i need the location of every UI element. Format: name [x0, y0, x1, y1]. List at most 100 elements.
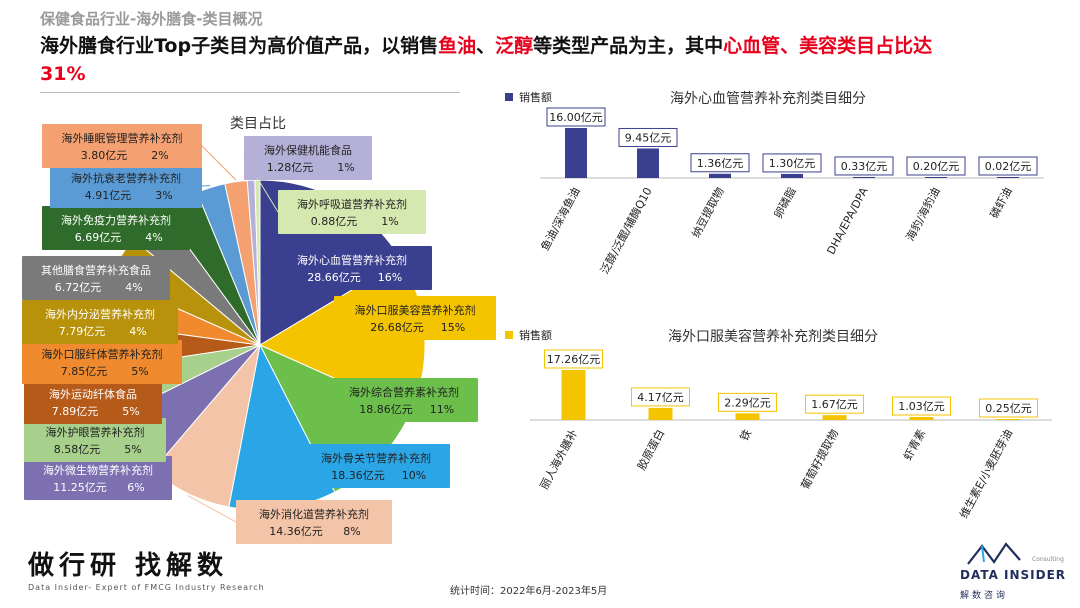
- headline-divider: [40, 92, 460, 93]
- pie-callout: 海外口服美容营养补充剂 26.68亿元 15%: [333, 296, 496, 340]
- bar-value-label: 1.03亿元: [898, 400, 945, 413]
- bar: [909, 417, 934, 420]
- slice-percent: 5%: [124, 443, 141, 456]
- bar-value-label: 0.20亿元: [913, 160, 960, 173]
- logo-subtitle: Consulting: [1032, 556, 1064, 563]
- callout-box: [24, 418, 166, 462]
- slice-label: 海外骨关节营养补充剂: [321, 451, 431, 465]
- headline-text: 等类型产品为主，其中: [533, 35, 724, 57]
- bar-value-box: [718, 392, 777, 412]
- slice-label: 海外保健机能食品: [264, 143, 352, 157]
- pie-callout: 海外消化道营养补充剂 14.36亿元 8%: [187, 495, 392, 544]
- slice-percent: 1%: [381, 215, 398, 228]
- stat-period-note: 统计时间：2022年6月-2023年5月: [450, 586, 608, 597]
- slice-label: 海外综合营养素补充剂: [349, 385, 459, 399]
- slice-value: 0.88亿元: [311, 215, 358, 228]
- callout-leader: [187, 495, 237, 523]
- callout-box: [24, 456, 172, 500]
- bar-value-label: 2.29亿元: [724, 396, 771, 409]
- bar-value-box: [762, 153, 822, 173]
- slice-label: 海外心血管营养补充剂: [297, 253, 407, 267]
- slice-percent: 8%: [343, 525, 360, 538]
- bar-value-box: [834, 156, 894, 176]
- pie-title: 类目占比: [230, 116, 286, 132]
- pie-callout: 海外微生物营养补充剂 11.25亿元 6%: [24, 447, 173, 500]
- slice-label: 海外免疫力营养补充剂: [61, 213, 171, 227]
- slice-label: 海外消化道营养补充剂: [259, 507, 369, 521]
- x-tick-label: 泛醇/泛醌/辅酶Q10: [597, 185, 654, 276]
- slice-percent: 5%: [131, 365, 148, 378]
- headline-text: 、: [476, 35, 496, 57]
- pie-callout: 海外免疫力营养补充剂 6.69亿元 4%: [42, 199, 191, 250]
- bar-value-box: [631, 387, 690, 407]
- legend-label: 销售额: [519, 328, 552, 342]
- bar-value-label: 16.00亿元: [549, 111, 603, 124]
- slice-percent: 2%: [151, 149, 168, 162]
- bar-value-label: 1.30亿元: [769, 157, 816, 170]
- breadcrumb: 保健食品行业-海外膳食-类目概况: [40, 10, 263, 28]
- bar-value-label: 0.33亿元: [841, 160, 888, 173]
- bar: [565, 128, 587, 178]
- slice-label: 海外运动纤体食品: [49, 387, 137, 401]
- bar-value-label: 1.67亿元: [811, 398, 858, 411]
- bar-value-label: 4.17亿元: [637, 391, 684, 404]
- slice-percent: 1%: [337, 161, 354, 174]
- callout-box: [236, 500, 392, 544]
- slice-value: 7.79亿元: [59, 325, 106, 338]
- callout-box: [272, 246, 432, 290]
- pie-callout: 海外睡眠管理营养补充剂 3.80亿元 2%: [42, 124, 237, 181]
- slice-percent: 5%: [122, 405, 139, 418]
- pie-callout: 海外综合营养素补充剂 18.86亿元 11%: [329, 378, 478, 461]
- slice-label: 海外睡眠管理营养补充剂: [62, 131, 183, 145]
- headline-text: 海外膳食行业Top子类目为高价值产品，以销售: [40, 35, 439, 57]
- slice-percent: 16%: [378, 271, 402, 284]
- page-headline: 海外膳食行业Top子类目为高价值产品，以销售鱼油、泛醇等类型产品为主，其中心血管…: [40, 32, 940, 88]
- pie-callout: 海外抗衰老营养补充剂 4.91亿元 3%: [50, 164, 211, 208]
- x-tick-label: 铁: [738, 427, 755, 443]
- x-tick-label: 虾青素: [901, 427, 928, 462]
- slice-value: 7.85亿元: [61, 365, 108, 378]
- slice-value: 14.36亿元: [269, 525, 323, 538]
- callout-box: [42, 124, 202, 168]
- callout-box: [22, 300, 178, 344]
- callout-box: [42, 206, 190, 250]
- slice-percent: 4%: [145, 231, 162, 244]
- callout-box: [50, 164, 202, 208]
- bar-value-box: [544, 349, 603, 369]
- pie-callout: 海外口服纤体营养补充剂 7.85亿元 5%: [22, 299, 183, 384]
- legend-label: 销售额: [519, 90, 552, 104]
- headline-highlight: 泛醇: [495, 35, 534, 57]
- callout-leader: [256, 177, 279, 213]
- pie-callout: 海外心血管营养补充剂 28.66亿元 16%: [271, 199, 432, 290]
- headline-highlight: 心血管、美容类目占比达31%: [40, 35, 933, 85]
- slice-percent: 4%: [129, 325, 146, 338]
- slice-label: 海外微生物营养补充剂: [43, 463, 153, 477]
- bar: [648, 407, 673, 420]
- bar-value-box: [618, 127, 678, 147]
- slice-value: 28.66亿元: [307, 271, 361, 284]
- bar-value-label: 0.25亿元: [985, 402, 1032, 415]
- bar: [735, 413, 760, 420]
- callout-box: [278, 190, 426, 234]
- bar-value-label: 1.36亿元: [697, 157, 744, 170]
- slice-label: 海外呼吸道营养补充剂: [297, 197, 407, 211]
- bar: [925, 177, 947, 178]
- slice-percent: 15%: [441, 321, 465, 334]
- slice-label: 海外抗衰老营养补充剂: [71, 171, 181, 185]
- x-tick-label: 维生素E/小麦胚芽油: [956, 427, 1015, 521]
- slice-value: 8.58亿元: [54, 443, 101, 456]
- legend-swatch: [505, 331, 513, 339]
- slice-value: 3.80亿元: [81, 149, 128, 162]
- slice-value: 4.91亿元: [85, 189, 132, 202]
- pie-callout: 海外内分泌营养补充剂 7.79亿元 4%: [22, 256, 179, 344]
- x-tick-label: 葡萄籽提取物: [798, 427, 841, 492]
- slice-value: 18.86亿元: [359, 403, 413, 416]
- slice-percent: 3%: [155, 189, 172, 202]
- bar: [822, 415, 847, 420]
- callout-box: [244, 136, 372, 180]
- x-tick-label: DHA/EPA/DPA: [824, 185, 870, 257]
- pie-callout: 海外保健机能食品 1.28亿元 1%: [243, 136, 372, 180]
- pie-callout: 海外护眼营养补充剂 8.58亿元 5%: [24, 394, 167, 462]
